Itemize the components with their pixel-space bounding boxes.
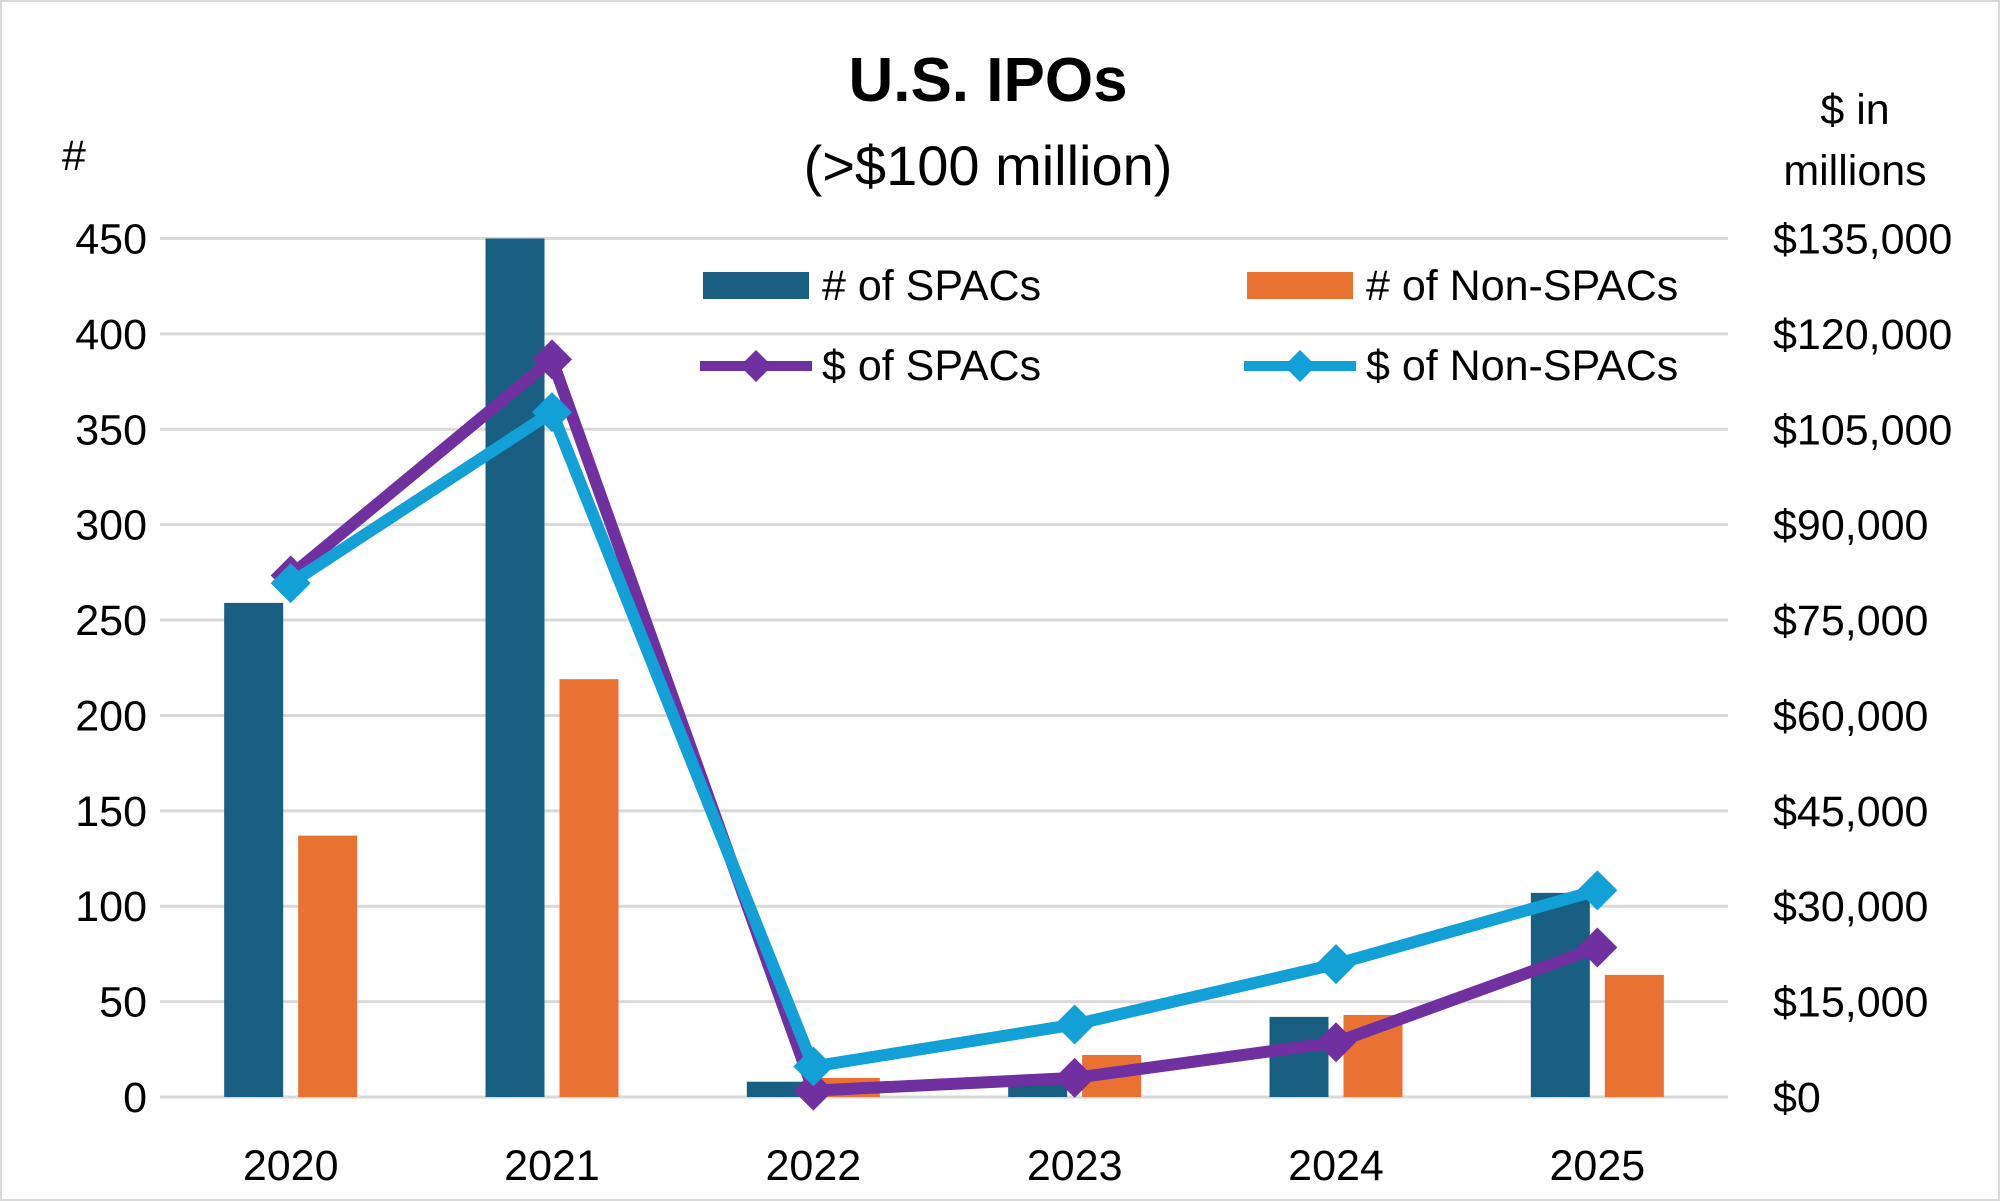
line-nonspacs-value <box>287 406 1599 1073</box>
marker-spacs-value-2021 <box>532 339 572 380</box>
left-tick-label: 300 <box>75 502 147 550</box>
legend-label-nonspacs-count: # of Non-SPACs <box>1366 262 1678 310</box>
line-spacs-value <box>286 353 1600 1097</box>
right-axis-label-line2: millions <box>1783 147 1926 195</box>
legend-marker-nonspacs-value <box>1284 350 1316 382</box>
x-tick-label: 2021 <box>504 1142 600 1190</box>
marker-nonspacs-value-2022 <box>793 1046 834 1087</box>
marker-nonspacs-value-2021 <box>532 392 572 433</box>
left-tick-label: 50 <box>99 979 147 1027</box>
x-tick-label: 2022 <box>765 1142 861 1190</box>
right-tick-label: $60,000 <box>1773 692 1928 740</box>
marker-spacs-value-2022 <box>793 1070 834 1111</box>
legend-marker-spacs-value <box>740 350 772 382</box>
marker-spacs-value-2024 <box>1316 1022 1356 1063</box>
marker-nonspacs-value-2023 <box>1054 1004 1095 1045</box>
bar-nonspacs-2025 <box>1604 974 1664 1097</box>
chart-subtitle: (>$100 million) <box>804 134 1173 197</box>
legend-label-nonspacs-value: $ of Non-SPACs <box>1366 342 1678 390</box>
right-tick-label: $45,000 <box>1773 788 1928 836</box>
bar-spacs-2024 <box>1269 1016 1329 1097</box>
marker-nonspacs-value-2024 <box>1316 944 1356 985</box>
bar-spacs-2022 <box>746 1081 806 1097</box>
left-tick-label: 0 <box>123 1074 147 1122</box>
right-tick-label: $15,000 <box>1773 979 1928 1027</box>
right-tick-label: $0 <box>1773 1074 1821 1122</box>
legend-label-spacs-count: # of SPACs <box>822 262 1041 310</box>
bar-nonspacs-2021 <box>559 679 619 1097</box>
chart-title: U.S. IPOs <box>848 46 1127 115</box>
x-tick-label: 2025 <box>1549 1142 1645 1190</box>
legend-swatch-spacs-count <box>703 272 809 299</box>
right-tick-label: $135,000 <box>1773 216 1952 264</box>
left-tick-label: 350 <box>75 406 147 454</box>
left-tick-label: 150 <box>75 788 147 836</box>
right-tick-label: $105,000 <box>1773 406 1952 454</box>
bar-nonspacs-2020 <box>298 835 358 1097</box>
marker-spacs-value-2025 <box>1577 927 1618 968</box>
left-tick-label: 250 <box>75 597 147 645</box>
marker-spacs-value-2023 <box>1054 1057 1095 1098</box>
marker-nonspacs-value-2020 <box>270 563 311 604</box>
left-tick-label: 450 <box>75 216 147 264</box>
right-tick-label: $75,000 <box>1773 597 1928 645</box>
legend-label-spacs-value: $ of SPACs <box>822 342 1041 390</box>
left-tick-label: 400 <box>75 311 147 359</box>
bar-spacs-2025 <box>1530 892 1590 1097</box>
x-tick-label: 2023 <box>1027 1142 1123 1190</box>
bar-spacs-2021 <box>485 238 545 1097</box>
x-tick-label: 2020 <box>243 1142 339 1190</box>
right-axis-label-line1: $ in <box>1820 86 1889 134</box>
left-axis-label: # <box>62 132 86 180</box>
right-tick-label: $30,000 <box>1773 883 1928 931</box>
right-tick-label: $90,000 <box>1773 502 1928 550</box>
left-tick-label: 100 <box>75 883 147 931</box>
marker-nonspacs-value-2025 <box>1577 870 1618 911</box>
left-tick-label: 200 <box>75 692 147 740</box>
legend: # of SPACs # of Non-SPACs $ of SPACs $ o… <box>700 262 1678 390</box>
bar-spacs-2020 <box>224 602 284 1097</box>
right-tick-label: $120,000 <box>1773 311 1952 359</box>
x-tick-label: 2024 <box>1288 1142 1384 1190</box>
legend-swatch-nonspacs-count <box>1247 272 1353 299</box>
